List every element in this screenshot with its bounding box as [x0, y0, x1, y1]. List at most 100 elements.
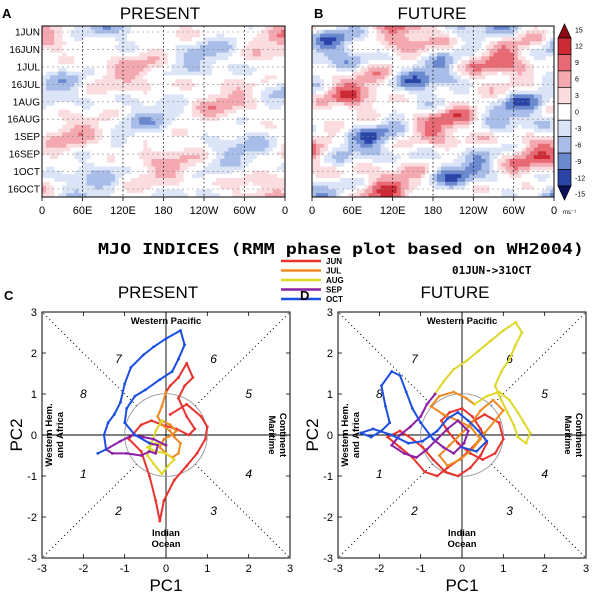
heatmap-cell — [82, 56, 87, 61]
heatmap-cell — [549, 90, 554, 95]
heatmap-cell — [151, 151, 156, 156]
heatmap-cell — [42, 162, 47, 168]
heatmap-cell — [356, 41, 361, 46]
heatmap-cell — [204, 147, 209, 152]
heatmap-cell — [400, 166, 406, 171]
heatmap-cell — [244, 45, 249, 50]
heatmap-cell — [433, 94, 438, 99]
heatmap-cell — [252, 33, 258, 38]
heatmap-cell — [110, 45, 116, 50]
heatmap-cell — [344, 98, 349, 103]
heatmap-cell — [396, 64, 402, 69]
heatmap-cell — [46, 52, 51, 57]
heatmap-cell — [420, 52, 426, 57]
heatmap-cell — [232, 29, 237, 35]
heatmap-cell — [62, 90, 67, 95]
heatmap-cell — [441, 113, 446, 118]
heatmap-cell — [54, 185, 59, 190]
heatmap-cell — [340, 151, 345, 156]
heatmap-cell — [171, 159, 177, 164]
heatmap-cell — [220, 67, 225, 73]
heatmap-cell — [264, 132, 270, 137]
heatmap-cell — [199, 136, 205, 141]
heatmap-cell — [412, 128, 418, 133]
heatmap-cell — [537, 124, 543, 130]
heatmap-cell — [123, 151, 128, 156]
heatmap-cell — [90, 64, 96, 69]
heatmap-cell — [461, 132, 466, 137]
heatmap-cell — [167, 33, 173, 38]
heatmap-cell — [256, 79, 262, 84]
heatmap-cell — [332, 26, 337, 31]
heatmap-cell — [256, 151, 262, 156]
heatmap-cell — [248, 79, 254, 84]
heatmap-cell — [114, 60, 120, 65]
heatmap-cell — [110, 86, 116, 92]
heatmap-cell — [449, 102, 454, 107]
heatmap-cell — [224, 60, 229, 65]
heatmap-cell — [497, 29, 503, 35]
heatmap-cell — [356, 94, 361, 99]
heatmap-cell — [449, 105, 454, 111]
heatmap-cell — [473, 98, 478, 103]
heatmap-cell — [268, 79, 274, 84]
heatmap-cell — [66, 136, 71, 141]
heatmap-cell — [78, 26, 83, 31]
heatmap-cell — [344, 79, 349, 84]
heatmap-cell — [74, 56, 79, 61]
heatmap-cell — [143, 174, 148, 179]
heatmap-cell — [433, 140, 438, 145]
heatmap-cell — [332, 45, 337, 50]
heatmap-cell — [50, 102, 55, 107]
heatmap-cell — [533, 102, 539, 107]
heatmap-cell — [549, 151, 554, 156]
heatmap-cell — [86, 67, 92, 73]
heatmap-cell — [106, 37, 112, 42]
heatmap-cell — [437, 113, 442, 118]
heatmap-cell — [191, 132, 197, 137]
heatmap-cell — [163, 136, 168, 141]
heatmap-cell — [252, 124, 258, 130]
heatmap-cell — [240, 86, 245, 92]
heatmap-cell — [505, 109, 511, 114]
heatmap-cell — [485, 147, 490, 152]
heatmap-cell — [66, 71, 71, 76]
heatmap-cell — [509, 52, 515, 57]
heatmap-cell — [62, 155, 67, 160]
heatmap-cell — [420, 56, 426, 61]
heatmap-cell — [123, 162, 128, 168]
heatmap-cell — [368, 121, 373, 126]
heatmap-cell — [489, 102, 494, 107]
heatmap-cell — [493, 143, 498, 149]
heatmap-cell — [316, 162, 321, 168]
heatmap-cell — [82, 124, 87, 130]
heatmap-cell — [473, 162, 478, 168]
heatmap-cell — [433, 37, 438, 42]
heatmap-cell — [356, 71, 361, 76]
heatmap-cell — [260, 64, 266, 69]
heatmap-cell — [368, 67, 373, 73]
heatmap-cell — [114, 151, 120, 156]
heatmap-cell — [240, 105, 245, 111]
heatmap-cell — [404, 48, 410, 54]
heatmap-cell — [216, 170, 221, 175]
heatmap-cell — [276, 79, 282, 84]
heatmap-cell — [328, 155, 333, 160]
heatmap-cell — [204, 178, 209, 183]
heatmap-cell — [208, 189, 213, 194]
heatmap-cell — [485, 132, 490, 137]
heatmap-cell — [82, 189, 87, 194]
heatmap-cell — [54, 94, 59, 99]
heatmap-cell — [533, 48, 539, 54]
heatmap-cell — [228, 136, 233, 141]
heatmap-cell — [118, 155, 124, 160]
heatmap-cell — [46, 90, 51, 95]
heatmap-cell — [453, 37, 458, 42]
heatmap-cell — [187, 124, 193, 130]
heatmap-cell — [82, 105, 87, 111]
heatmap-cell — [388, 128, 394, 133]
heatmap-cell — [179, 166, 185, 171]
heatmap-cell — [493, 75, 498, 80]
heatmap-cell — [461, 37, 466, 42]
heatmap-cell — [228, 166, 233, 171]
